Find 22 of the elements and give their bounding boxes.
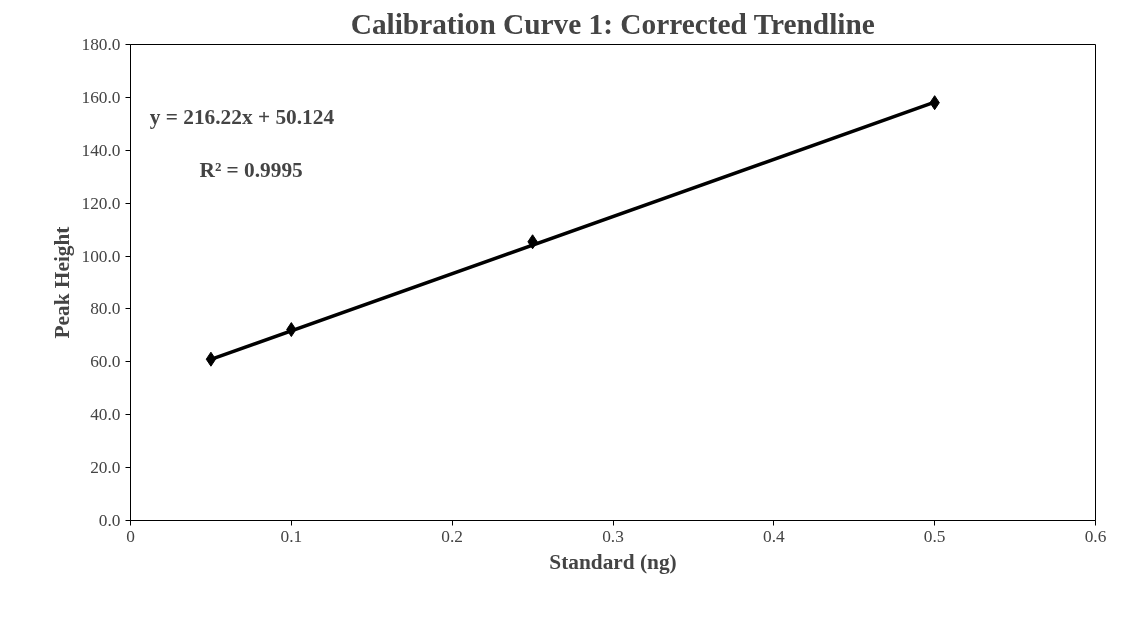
x-tick-label: 0.2 [441, 526, 464, 546]
y-tick-label: 160.0 [81, 87, 121, 107]
x-tick-label: 0.4 [763, 526, 785, 546]
y-tick-label: 20.0 [90, 458, 121, 478]
y-tick-label: 60.0 [90, 352, 121, 372]
x-tick-label: 0.1 [280, 526, 303, 546]
y-tick-label: 180.0 [81, 35, 121, 54]
y-tick-label: 0.0 [98, 511, 121, 530]
annotation: R² = 0.9995 [199, 158, 303, 183]
y-tick-label: 40.0 [90, 405, 121, 425]
x-tick-label: 0 [126, 526, 135, 546]
y-axis-title: Peak Height [49, 225, 74, 339]
chart-title: Calibration Curve 1: Corrected Trendline [350, 7, 875, 40]
x-axis-title: Standard (ng) [549, 549, 677, 574]
y-tick-label: 140.0 [81, 140, 121, 160]
x-tick-label: 0.6 [1084, 526, 1107, 546]
annotation: y = 216.22x + 50.124 [149, 105, 335, 130]
x-tick-label: 0.5 [923, 526, 946, 546]
y-tick-label: 120.0 [81, 193, 121, 213]
y-tick-label: 100.0 [81, 246, 121, 266]
y-tick-label: 80.0 [90, 299, 121, 319]
x-tick-label: 0.3 [602, 526, 624, 546]
